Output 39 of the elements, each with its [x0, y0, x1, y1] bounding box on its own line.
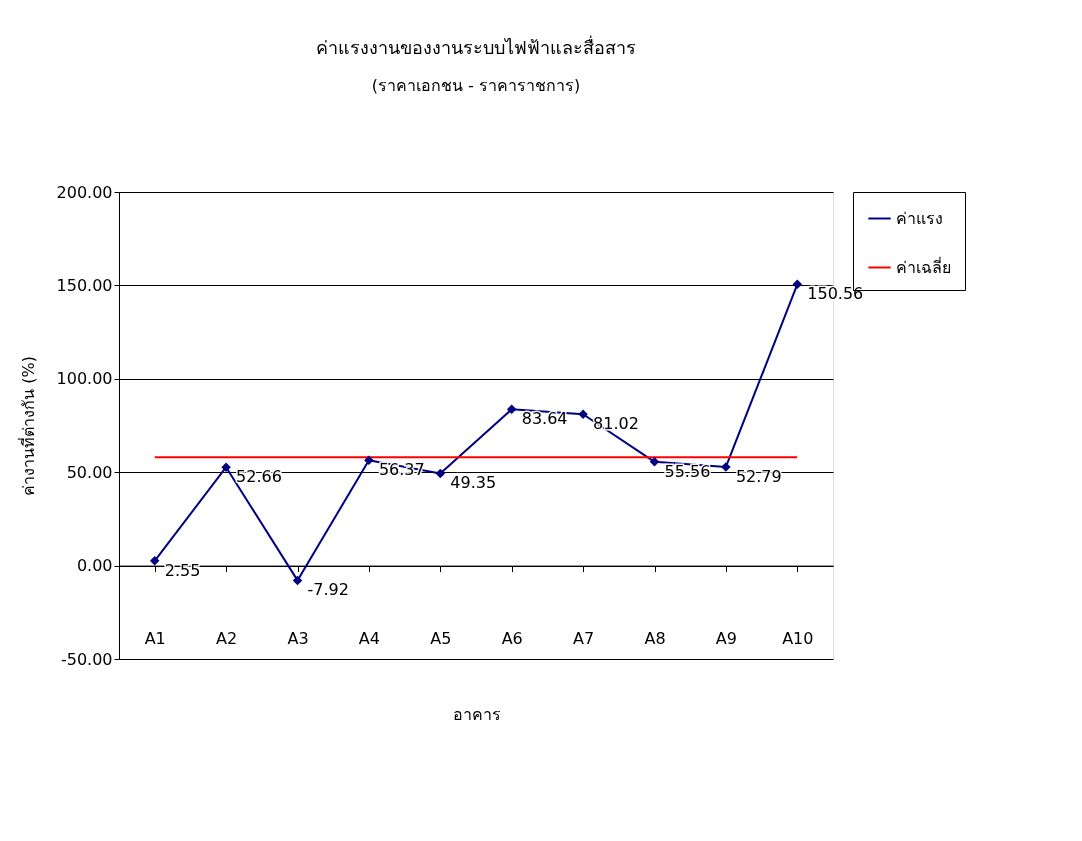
x-tick-label: A9	[715, 628, 737, 648]
x-axis-title: อาคาร	[452, 704, 501, 724]
data-label: 150.56	[807, 284, 864, 304]
point	[364, 455, 374, 466]
y-tick-label: 200.00	[56, 182, 113, 202]
y-tick-label: -50.00	[60, 649, 113, 669]
point	[149, 556, 160, 566]
data-label: 49.35	[450, 473, 497, 493]
data-label: 52.66	[236, 467, 282, 487]
point	[578, 409, 588, 419]
x-tick-label: A6	[501, 628, 523, 648]
point	[649, 457, 660, 467]
x-tick-label: A5	[430, 628, 452, 648]
y-tick-label: 0.00	[76, 556, 113, 576]
data-label: -7.92	[307, 580, 349, 600]
y-axis-title: ค่างานที่ต่างกัน (%)	[16, 356, 38, 496]
x-tick-label: A1	[144, 628, 166, 648]
x-tick-label: A10	[782, 628, 814, 648]
data-label: 2.55	[164, 560, 201, 580]
x-tick-label: A2	[216, 628, 238, 648]
y-tick-label: 50.00	[66, 462, 113, 482]
x-tick-label: A8	[644, 628, 666, 648]
chart-subtitle: (ราคาเอกชน - ราคาราชการ)	[371, 76, 581, 95]
data-label: 52.79	[735, 466, 782, 486]
data-label: 83.64	[521, 409, 568, 429]
chart-title: ค่าแรงงานของงานระบบไฟฟ้าและสื่อสาร	[316, 35, 636, 58]
x-tick-label: A3	[287, 628, 309, 648]
point	[435, 468, 446, 479]
y-tick-label: 150.00	[56, 275, 113, 295]
legend-label: ค่าเฉลี่ย	[896, 255, 951, 277]
x-tick-label: A4	[358, 628, 380, 648]
point	[792, 279, 803, 290]
y-tick-label: 100.00	[56, 369, 113, 389]
point	[221, 462, 231, 472]
point	[292, 575, 303, 586]
legend-label: ค่าแรง	[896, 208, 943, 228]
point	[506, 404, 517, 415]
x-tick-label: A7	[573, 628, 595, 648]
data-label: 81.02	[593, 414, 639, 434]
